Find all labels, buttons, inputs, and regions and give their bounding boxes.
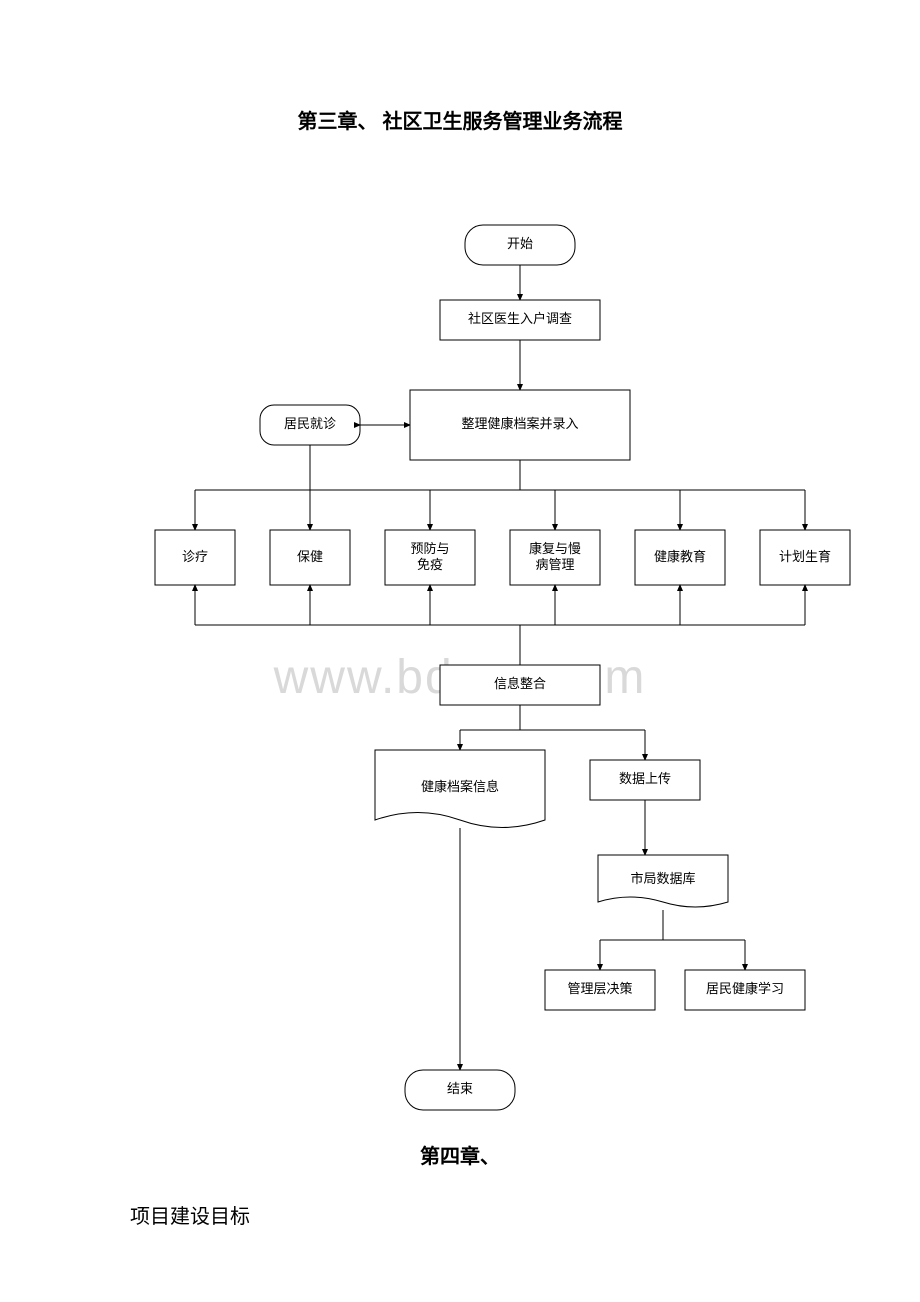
label-survey: 社区医生入户调查 — [468, 311, 572, 326]
label-db: 市局数据库 — [630, 871, 695, 886]
document-page: 第三章、 社区卫生服务管理业务流程 www.bdocx.com 开始 社区医生入… — [0, 0, 920, 1302]
chapter-title: 第三章、 社区卫生服务管理业务流程 — [0, 105, 920, 134]
label-start: 开始 — [507, 236, 533, 251]
label-archive: 健康档案信息 — [421, 779, 499, 794]
label-family: 计划生育 — [779, 549, 831, 564]
label-end: 结束 — [447, 1081, 473, 1096]
label-care: 保健 — [297, 549, 323, 564]
label-prevent2: 免疫 — [417, 557, 443, 572]
label-edu: 健康教育 — [654, 549, 706, 564]
label-diag: 诊疗 — [182, 549, 208, 564]
label-visit: 居民就诊 — [284, 416, 336, 431]
chapter4-title: 第四章、 — [0, 1140, 920, 1169]
label-prevent1: 预防与 — [410, 541, 449, 556]
label-integrate: 信息整合 — [494, 676, 546, 691]
flowchart-svg: 开始 社区医生入户调查 居民就诊 整理健康档案并录入 诊疗 保健 预防与 免疫 — [130, 200, 890, 1120]
label-decision: 管理层决策 — [567, 981, 632, 996]
label-rehab1: 康复与慢 — [529, 541, 581, 556]
label-rehab2: 病管理 — [535, 557, 574, 572]
label-learn: 居民健康学习 — [706, 981, 784, 996]
section-title: 项目建设目标 — [130, 1200, 250, 1229]
label-upload: 数据上传 — [619, 771, 671, 786]
label-organize: 整理健康档案并录入 — [461, 416, 578, 431]
